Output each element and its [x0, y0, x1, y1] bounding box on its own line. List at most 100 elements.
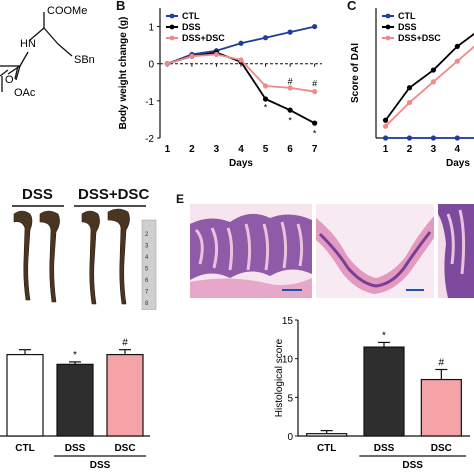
y-tick-label: 0 [148, 60, 154, 71]
ruler-number: 8 [145, 301, 149, 307]
data-point [430, 79, 436, 85]
significance-mark: * [288, 115, 292, 125]
bar [6, 353, 44, 437]
data-point [262, 35, 269, 41]
significance-mark: # [288, 76, 293, 86]
data-point [406, 85, 413, 91]
panel-label-b: B [116, 0, 126, 13]
bar [363, 346, 405, 437]
data-point [164, 61, 170, 67]
data-point [454, 43, 460, 50]
series-line [384, 45, 474, 127]
x-axis-label: Days [229, 158, 253, 169]
y-axis-label: Score of DAI [350, 43, 361, 103]
hn-label: HN [20, 38, 36, 50]
chemical-structure: COOMe SBn HN O OAc [0, 5, 95, 99]
ruler-number: 4 [145, 255, 149, 261]
colon-photo: 2 3 4 5 6 7 8 [12, 205, 157, 310]
legend-marker [385, 13, 391, 19]
data-point [312, 88, 318, 95]
ruler-number: 2 [145, 232, 149, 238]
significance-mark: * [382, 330, 386, 341]
data-point [382, 135, 389, 141]
category-label: CTL [15, 443, 34, 454]
data-point [406, 99, 413, 106]
ruler-number: 3 [145, 244, 149, 250]
y-tick-label: 1 [148, 23, 154, 34]
bar [106, 353, 144, 437]
x-tick-label: 3 [214, 144, 220, 155]
legend-marker [169, 13, 175, 19]
x-axis-label: Days [446, 158, 470, 169]
significance-mark: # [439, 357, 445, 368]
data-point [406, 135, 413, 141]
x-tick-label: 2 [189, 144, 195, 155]
category-label: DSS [374, 443, 395, 454]
o-label: O [5, 74, 14, 86]
x-tick-label: 4 [455, 144, 461, 155]
x-tick-label: 2 [407, 144, 413, 155]
body-weight-chart: -2 -1 0 1 1 2 3 4 5 6 7 Days Body weight change (g) C… [118, 8, 322, 169]
legend-marker [385, 35, 391, 41]
ruler-number: 6 [145, 278, 149, 284]
histology-image-ctl [190, 204, 312, 298]
data-point [454, 135, 460, 141]
category-label: DSS [65, 443, 86, 454]
colon-length-chart: CTL DSS * DSC # DSS [0, 338, 150, 471]
histological-score-chart: 0 5 10 15 Histological score CTL DSS * DSC # DSS [274, 316, 470, 471]
y-tick-label: -1 [145, 97, 154, 108]
y-tick-label: 5 [287, 393, 293, 404]
data-point [430, 135, 436, 141]
legend-marker [385, 24, 391, 30]
x-tick-label: 7 [312, 144, 318, 155]
coome-label: COOMe [47, 5, 87, 17]
data-point [287, 85, 293, 91]
legend-label: DSS [398, 22, 417, 32]
y-tick-label: 15 [282, 316, 294, 327]
group-label: DSS [402, 460, 423, 471]
group-label: DSS [90, 460, 111, 471]
y-axis-label: Histological score [274, 338, 285, 417]
data-point [312, 120, 318, 126]
y-tick-label: 0 [287, 432, 293, 443]
data-point [287, 29, 293, 35]
significance-mark: * [73, 350, 77, 361]
data-point [262, 96, 269, 102]
legend-label: CTL [398, 11, 416, 21]
data-point [213, 51, 220, 58]
data-point [430, 67, 436, 73]
histology-image-dsc [438, 204, 474, 298]
data-point [287, 107, 293, 113]
data-point [238, 40, 244, 46]
legend-marker [169, 24, 175, 30]
category-label: DSC [431, 443, 452, 454]
legend-label: CTL [182, 11, 200, 21]
data-point [312, 23, 318, 30]
category-label: CTL [317, 443, 336, 454]
x-tick-label: 6 [287, 144, 293, 155]
bar [56, 363, 94, 437]
data-point [454, 58, 460, 64]
y-tick-label: 10 [282, 355, 294, 366]
significance-mark: # [312, 78, 317, 88]
data-point [238, 57, 244, 63]
significance-mark: * [264, 102, 268, 112]
significance-mark: # [122, 338, 128, 349]
y-axis-label: Body weight change (g) [118, 17, 129, 130]
x-tick-label: 3 [431, 144, 437, 155]
panel-label-e: E [176, 192, 185, 206]
legend-label: DSS [182, 22, 201, 32]
significance-mark: * [313, 128, 317, 138]
y-tick-label: -2 [145, 134, 154, 145]
data-point [382, 117, 389, 123]
ruler-number: 5 [145, 267, 149, 273]
bar [420, 378, 462, 437]
x-tick-label: 4 [238, 144, 244, 155]
sbn-label: SBn [74, 54, 95, 66]
x-tick-label: 5 [263, 144, 269, 155]
panel-label-c: C [347, 0, 357, 13]
oac-label: OAc [14, 87, 36, 99]
data-point [262, 83, 269, 89]
x-tick-label: 1 [383, 144, 389, 155]
